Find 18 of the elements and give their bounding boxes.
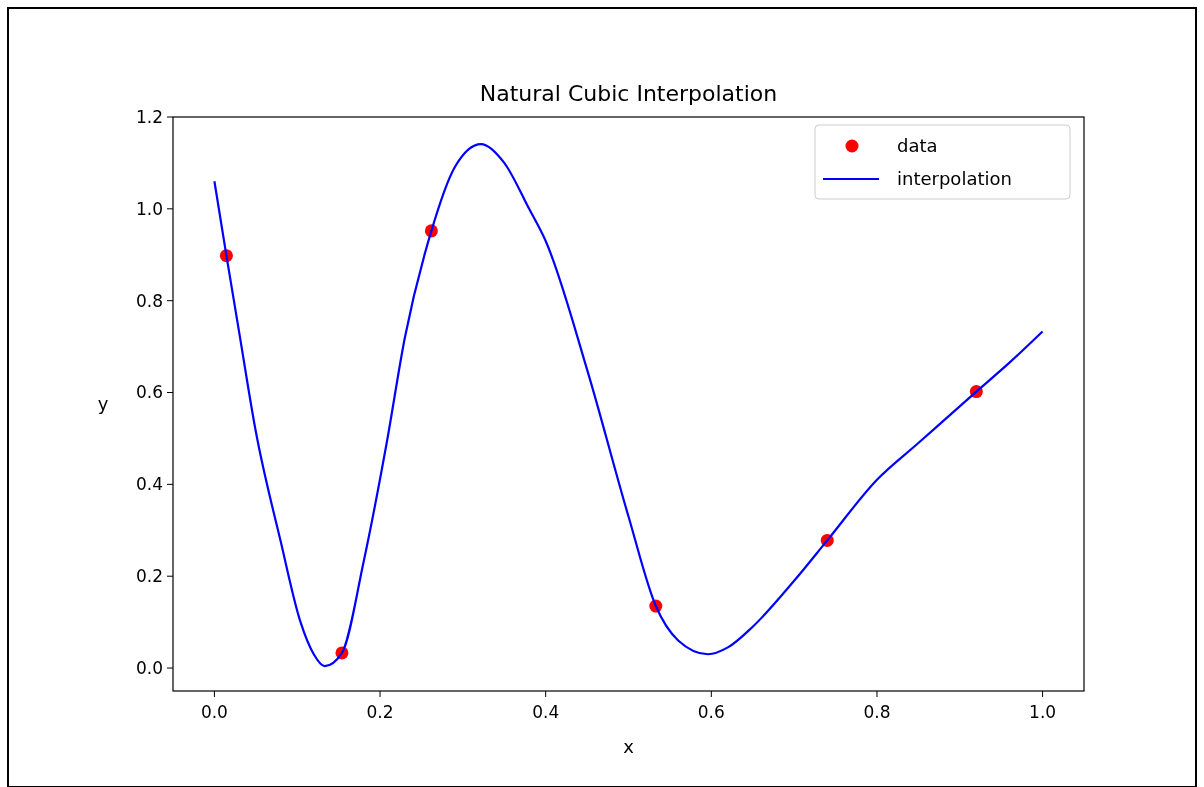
y-tick-label: 0.6 [135, 382, 163, 403]
y-axis-title: y [97, 393, 109, 415]
y-tick-label: 1.2 [135, 106, 163, 127]
x-tick-label: 0.6 [697, 702, 725, 722]
legend-label: interpolation [897, 168, 1012, 190]
x-tick-label: 0.0 [200, 702, 228, 722]
y-tick-label: 0.4 [135, 474, 163, 495]
x-tick-label: 1.0 [1029, 702, 1057, 722]
y-tick-label: 0.0 [135, 657, 163, 678]
x-tick-label: 0.4 [532, 702, 560, 722]
chart-title: Natural Cubic Interpolation [479, 81, 778, 106]
x-tick-label: 0.2 [366, 702, 394, 722]
legend-label: data [897, 135, 938, 157]
y-tick-label: 1.0 [135, 198, 163, 219]
x-axis-title: x [623, 736, 635, 757]
y-tick-label: 0.2 [135, 566, 163, 587]
x-tick-label: 0.8 [863, 702, 891, 722]
y-tick-label: 0.8 [135, 290, 163, 311]
